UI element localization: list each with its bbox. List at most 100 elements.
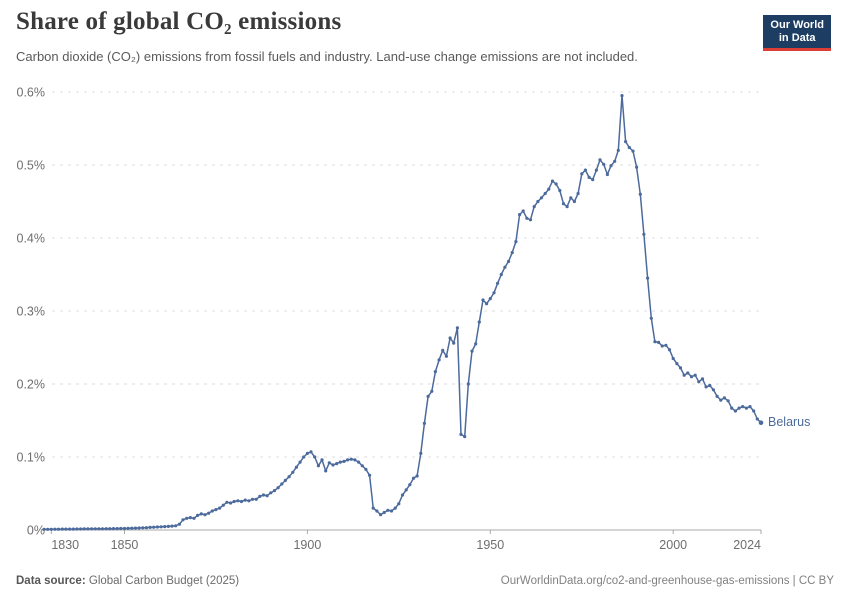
data-point xyxy=(598,158,602,162)
series-points-belarus[interactable] xyxy=(42,94,763,531)
data-point xyxy=(338,460,342,464)
data-point xyxy=(188,516,192,520)
data-point xyxy=(444,354,448,358)
data-point xyxy=(408,483,412,487)
data-point xyxy=(518,213,522,217)
series-line-belarus[interactable] xyxy=(43,94,762,531)
data-point xyxy=(192,516,196,520)
data-point xyxy=(203,513,207,517)
data-point xyxy=(42,527,46,531)
data-point xyxy=(587,175,591,179)
data-point xyxy=(148,525,152,530)
data-point xyxy=(335,462,339,466)
owid-logo-line2: in Data xyxy=(778,32,816,44)
owid-logo[interactable]: Our World in Data xyxy=(763,15,831,51)
data-point xyxy=(605,172,610,177)
data-point xyxy=(287,475,291,479)
data-point xyxy=(305,451,309,455)
data-point xyxy=(159,525,163,529)
data-point xyxy=(144,526,148,530)
series-entity-label[interactable]: Belarus xyxy=(768,414,811,429)
data-point xyxy=(258,494,262,498)
data-point xyxy=(415,474,419,478)
data-point xyxy=(452,341,456,345)
data-point xyxy=(166,524,170,529)
data-point xyxy=(649,316,653,320)
data-point xyxy=(353,458,357,462)
data-point xyxy=(430,389,434,393)
data-point xyxy=(327,461,331,465)
data-point xyxy=(459,432,463,436)
data-point xyxy=(170,524,174,528)
y-axis-tick-label: 0.3% xyxy=(17,305,46,319)
data-point xyxy=(400,493,405,497)
data-point xyxy=(554,182,558,186)
data-point xyxy=(525,216,529,220)
data-point xyxy=(499,272,503,277)
data-point xyxy=(93,527,97,531)
data-point xyxy=(711,388,716,392)
data-point xyxy=(346,458,350,462)
data-point xyxy=(247,499,251,503)
data-point xyxy=(565,205,569,209)
data-point xyxy=(302,455,306,459)
data-point xyxy=(474,342,478,346)
data-point xyxy=(265,494,269,498)
data-point xyxy=(755,417,759,421)
data-point xyxy=(697,380,701,384)
data-point xyxy=(294,465,298,469)
data-point xyxy=(152,525,156,529)
data-point xyxy=(411,476,416,480)
data-point xyxy=(130,526,134,530)
data-point xyxy=(229,501,233,505)
data-point xyxy=(737,406,741,410)
data-point xyxy=(137,526,141,530)
data-point xyxy=(331,463,335,467)
data-point xyxy=(141,526,145,530)
data-point xyxy=(561,202,566,206)
data-point xyxy=(382,510,386,515)
data-point xyxy=(514,240,518,244)
data-point xyxy=(214,508,218,512)
data-point xyxy=(181,518,185,522)
data-point xyxy=(261,493,266,497)
chart-subtitle: Carbon dioxide (CO₂) emissions from foss… xyxy=(16,49,638,64)
data-point xyxy=(741,405,745,409)
data-point xyxy=(126,526,130,531)
data-point xyxy=(477,320,481,324)
data-point xyxy=(57,527,61,531)
data-point xyxy=(569,196,573,200)
data-point xyxy=(75,527,79,531)
y-axis-tick-label: 0.6% xyxy=(17,86,46,100)
data-point xyxy=(667,348,672,352)
data-point xyxy=(507,259,511,263)
x-axis-tick-label: 2000 xyxy=(659,538,687,552)
data-point xyxy=(90,527,94,531)
data-point xyxy=(276,486,280,490)
data-point xyxy=(748,405,752,409)
data-point xyxy=(243,498,247,502)
data-point xyxy=(638,192,642,196)
chart-footer: Data source: Global Carbon Budget (2025)… xyxy=(16,575,834,587)
data-point xyxy=(379,513,383,517)
data-point xyxy=(199,512,203,516)
data-point xyxy=(236,499,240,503)
data-point xyxy=(298,460,302,464)
data-point xyxy=(426,394,430,398)
data-point xyxy=(722,396,727,400)
data-point xyxy=(536,199,540,204)
data-point xyxy=(97,527,101,531)
data-point xyxy=(79,527,83,531)
attribution-link[interactable]: OurWorldinData.org/co2-and-greenhouse-ga… xyxy=(500,575,834,587)
data-point xyxy=(689,375,694,379)
data-point xyxy=(616,148,620,152)
data-point xyxy=(185,516,189,520)
data-point xyxy=(660,344,664,348)
data-point xyxy=(481,298,485,302)
y-axis-tick-label: 0.2% xyxy=(17,378,46,392)
data-point xyxy=(642,232,646,236)
data-point xyxy=(510,251,514,255)
data-point xyxy=(539,196,544,200)
